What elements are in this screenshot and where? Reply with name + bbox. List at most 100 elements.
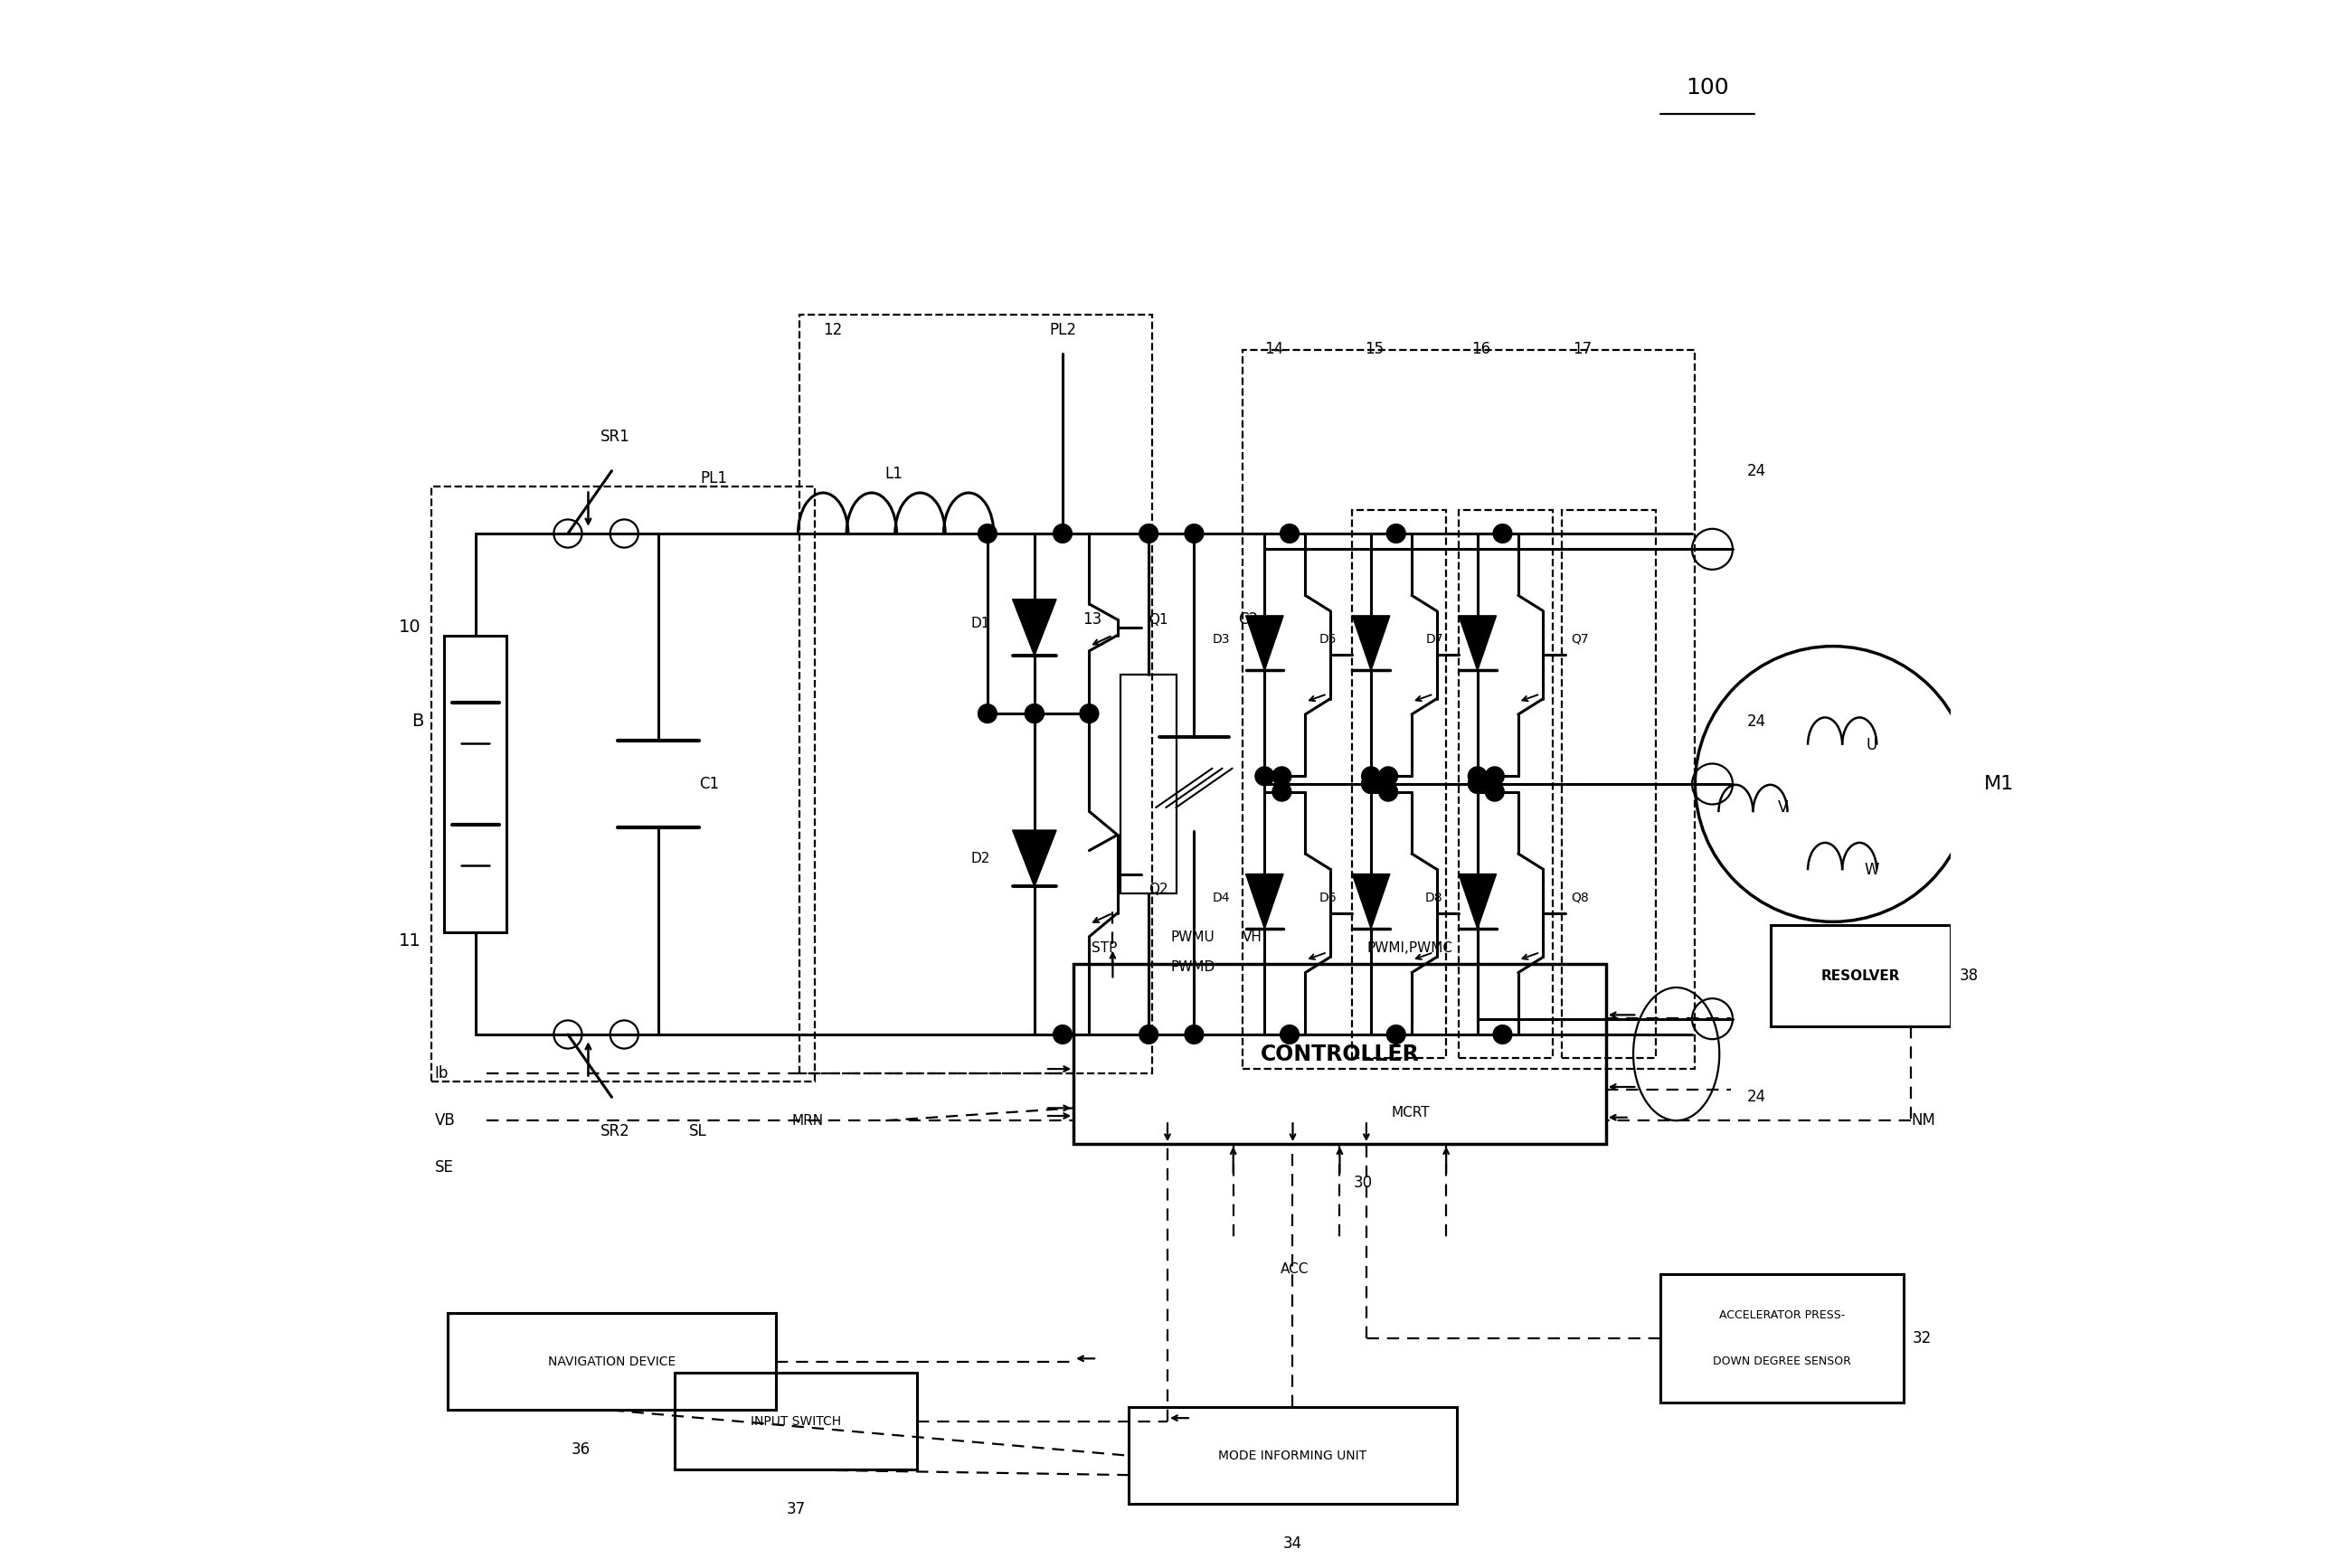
Circle shape bbox=[1387, 1025, 1406, 1044]
Text: 100: 100 bbox=[1686, 77, 1730, 99]
Text: 24: 24 bbox=[1747, 1088, 1765, 1105]
Text: Q5: Q5 bbox=[1464, 633, 1483, 646]
Text: Ib: Ib bbox=[434, 1066, 448, 1082]
Text: 24: 24 bbox=[1747, 463, 1765, 480]
Text: 10: 10 bbox=[399, 619, 420, 637]
Text: NM: NM bbox=[1910, 1112, 1936, 1129]
Polygon shape bbox=[1247, 873, 1284, 928]
Text: 32: 32 bbox=[1912, 1330, 1931, 1347]
Text: D8: D8 bbox=[1424, 891, 1443, 903]
Text: C2: C2 bbox=[1238, 612, 1259, 627]
Text: Q4: Q4 bbox=[1359, 891, 1375, 903]
Text: Q8: Q8 bbox=[1571, 891, 1590, 903]
Circle shape bbox=[1380, 782, 1399, 801]
Circle shape bbox=[1184, 524, 1203, 543]
Text: 15: 15 bbox=[1364, 340, 1385, 358]
Text: 17: 17 bbox=[1574, 340, 1592, 358]
Text: PL2: PL2 bbox=[1048, 321, 1076, 339]
Text: SR2: SR2 bbox=[600, 1123, 630, 1140]
Text: D3: D3 bbox=[1212, 633, 1231, 646]
Text: PWMD: PWMD bbox=[1170, 960, 1214, 974]
Text: 14: 14 bbox=[1266, 340, 1284, 358]
Circle shape bbox=[1485, 782, 1504, 801]
Circle shape bbox=[1139, 1025, 1158, 1044]
Text: W: W bbox=[1866, 862, 1880, 878]
Text: 36: 36 bbox=[570, 1441, 591, 1458]
Text: D7: D7 bbox=[1424, 633, 1443, 646]
Text: MODE INFORMING UNIT: MODE INFORMING UNIT bbox=[1219, 1449, 1366, 1461]
Text: B: B bbox=[411, 713, 425, 731]
Bar bbox=[1660, 1273, 1903, 1402]
Text: C1: C1 bbox=[698, 776, 719, 792]
Text: Q7: Q7 bbox=[1571, 633, 1590, 646]
Bar bbox=[448, 1312, 775, 1410]
Bar bbox=[1770, 925, 1950, 1027]
Text: 30: 30 bbox=[1354, 1174, 1373, 1192]
Text: 37: 37 bbox=[787, 1501, 806, 1516]
Text: M1: M1 bbox=[1985, 775, 2013, 793]
Text: Q1: Q1 bbox=[1149, 613, 1168, 626]
Text: V: V bbox=[1777, 800, 1789, 815]
Text: D1: D1 bbox=[971, 616, 990, 630]
Circle shape bbox=[1280, 524, 1298, 543]
Bar bbox=[1352, 510, 1445, 1058]
Circle shape bbox=[1184, 1025, 1203, 1044]
Polygon shape bbox=[1247, 616, 1284, 671]
Text: STP: STP bbox=[1093, 942, 1118, 955]
Circle shape bbox=[1280, 1025, 1298, 1044]
Circle shape bbox=[1139, 524, 1158, 543]
Circle shape bbox=[978, 524, 997, 543]
Text: 38: 38 bbox=[1959, 967, 1978, 983]
Text: SE: SE bbox=[434, 1159, 453, 1176]
Circle shape bbox=[1025, 704, 1044, 723]
Circle shape bbox=[1361, 775, 1380, 793]
Text: D2: D2 bbox=[971, 851, 990, 866]
Circle shape bbox=[1387, 524, 1406, 543]
Circle shape bbox=[1492, 524, 1513, 543]
Text: 16: 16 bbox=[1471, 340, 1490, 358]
Circle shape bbox=[1469, 767, 1487, 786]
Text: VH: VH bbox=[1242, 931, 1263, 944]
Circle shape bbox=[1025, 704, 1044, 723]
Text: ACC: ACC bbox=[1280, 1262, 1308, 1276]
Polygon shape bbox=[1459, 873, 1497, 928]
Circle shape bbox=[1361, 767, 1380, 786]
Text: MCRT: MCRT bbox=[1392, 1105, 1429, 1120]
Circle shape bbox=[1485, 767, 1504, 786]
Text: D4: D4 bbox=[1212, 891, 1231, 903]
Polygon shape bbox=[1013, 599, 1055, 655]
Circle shape bbox=[978, 704, 997, 723]
Text: Q6: Q6 bbox=[1464, 891, 1483, 903]
Polygon shape bbox=[1352, 616, 1389, 671]
Text: DOWN DEGREE SENSOR: DOWN DEGREE SENSOR bbox=[1714, 1355, 1852, 1367]
Text: INPUT SWITCH: INPUT SWITCH bbox=[750, 1414, 841, 1427]
Bar bbox=[432, 486, 815, 1082]
Text: RESOLVER: RESOLVER bbox=[1821, 969, 1901, 983]
Text: NAVIGATION DEVICE: NAVIGATION DEVICE bbox=[549, 1355, 675, 1367]
Bar bbox=[1242, 350, 1695, 1069]
Text: SL: SL bbox=[689, 1123, 708, 1140]
Circle shape bbox=[1469, 775, 1487, 793]
Text: 34: 34 bbox=[1284, 1535, 1303, 1551]
Circle shape bbox=[1053, 1025, 1072, 1044]
Polygon shape bbox=[1013, 829, 1055, 886]
Bar bbox=[1074, 964, 1606, 1145]
Bar bbox=[444, 635, 507, 933]
Text: Q3: Q3 bbox=[1359, 633, 1375, 646]
Circle shape bbox=[1380, 767, 1399, 786]
Circle shape bbox=[1053, 524, 1072, 543]
Bar bbox=[1121, 674, 1177, 894]
Text: ACCELERATOR PRESS-: ACCELERATOR PRESS- bbox=[1719, 1309, 1845, 1320]
Text: 13: 13 bbox=[1083, 612, 1102, 627]
Bar bbox=[1459, 510, 1553, 1058]
Bar bbox=[1562, 510, 1656, 1058]
Circle shape bbox=[1079, 704, 1097, 723]
Text: MRN: MRN bbox=[792, 1113, 824, 1127]
Text: SR1: SR1 bbox=[600, 428, 630, 445]
Text: CONTROLLER: CONTROLLER bbox=[1261, 1043, 1420, 1065]
Circle shape bbox=[1492, 1025, 1513, 1044]
Circle shape bbox=[1273, 767, 1291, 786]
Text: 24: 24 bbox=[1747, 713, 1765, 729]
Text: PWMU: PWMU bbox=[1170, 931, 1214, 944]
Circle shape bbox=[1361, 775, 1380, 793]
